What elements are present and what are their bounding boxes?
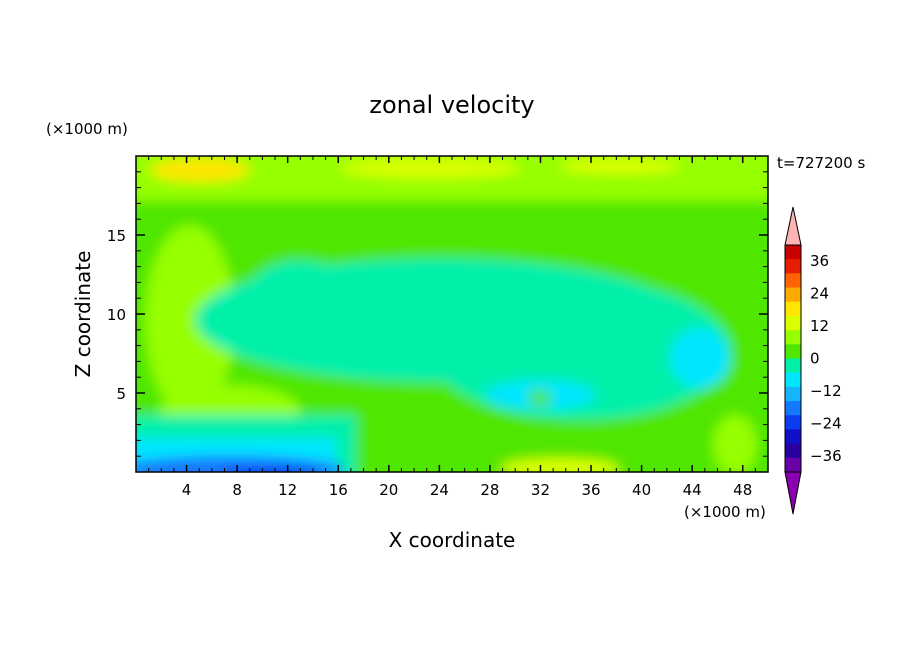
x-axis-ticks: 4 8 12 16 20 24 28 32 36 40 44 48 — [148, 156, 756, 499]
y-unit-label: (×1000 m) — [46, 120, 128, 138]
y-tick-label: 10 — [107, 306, 126, 324]
contour-region — [625, 412, 735, 468]
contour-region — [528, 390, 552, 406]
colorbar-band — [785, 273, 801, 288]
contour-region — [340, 158, 520, 178]
colorbar-label: 12 — [810, 317, 829, 335]
x-tick-label: 44 — [683, 481, 702, 499]
x-tick-label: 36 — [581, 481, 600, 499]
colorbar-band — [785, 315, 801, 331]
contour-region — [224, 468, 316, 472]
colorbar-band — [785, 330, 801, 345]
contour-region — [500, 458, 620, 472]
colorbar-label: −24 — [810, 414, 842, 432]
colorbar-label: 24 — [810, 285, 829, 303]
x-tick-label: 12 — [278, 481, 297, 499]
colorbar-band — [785, 245, 801, 260]
plot-field — [136, 156, 768, 472]
colorbar-label: −12 — [810, 382, 842, 400]
colorbar-band — [785, 401, 801, 416]
contour-region — [560, 158, 680, 174]
time-label: t=727200 s — [777, 154, 865, 172]
colorbar-band — [785, 457, 801, 473]
colorbar: 36 24 12 0 −12 −24 −36 — [784, 206, 842, 515]
colorbar-label: 36 — [810, 252, 829, 270]
colorbar-label: −36 — [810, 447, 842, 465]
colorbar-band — [785, 358, 801, 374]
colorbar-band — [785, 344, 801, 359]
x-tick-label: 28 — [480, 481, 499, 499]
y-tick-label: 15 — [107, 227, 126, 245]
x-tick-label: 40 — [632, 481, 651, 499]
colorbar-band — [785, 259, 801, 274]
colorbar-band — [785, 386, 801, 402]
colorbar-band — [785, 429, 801, 445]
x-tick-label: 20 — [379, 481, 398, 499]
contour-region — [136, 456, 345, 472]
y-axis-label: Z coordinate — [71, 251, 95, 378]
colorbar-extend-high — [784, 206, 802, 246]
x-tick-label: 4 — [182, 481, 192, 499]
colorbar-band — [785, 301, 801, 317]
x-unit-label: (×1000 m) — [684, 503, 766, 521]
y-tick-label: 5 — [116, 385, 126, 403]
x-tick-label: 32 — [531, 481, 550, 499]
colorbar-band — [785, 372, 801, 388]
chart-title: zonal velocity — [369, 91, 534, 119]
y-axis-ticks: 5 10 15 — [107, 171, 768, 457]
colorbar-extend-low — [784, 471, 802, 515]
contour-region — [713, 415, 757, 472]
x-tick-label: 48 — [733, 481, 752, 499]
x-tick-label: 8 — [232, 481, 242, 499]
colorbar-band — [785, 287, 801, 303]
colorbar-label: 0 — [810, 350, 820, 368]
x-axis-label: X coordinate — [389, 528, 516, 552]
contour-region — [245, 260, 355, 340]
x-tick-label: 24 — [430, 481, 449, 499]
contour-region — [670, 328, 730, 388]
contour-region — [145, 225, 235, 415]
colorbar-band — [785, 415, 801, 430]
colorbar-band — [785, 443, 801, 459]
x-tick-label: 16 — [329, 481, 348, 499]
contour-region — [150, 158, 250, 182]
contour-regions — [136, 156, 768, 472]
